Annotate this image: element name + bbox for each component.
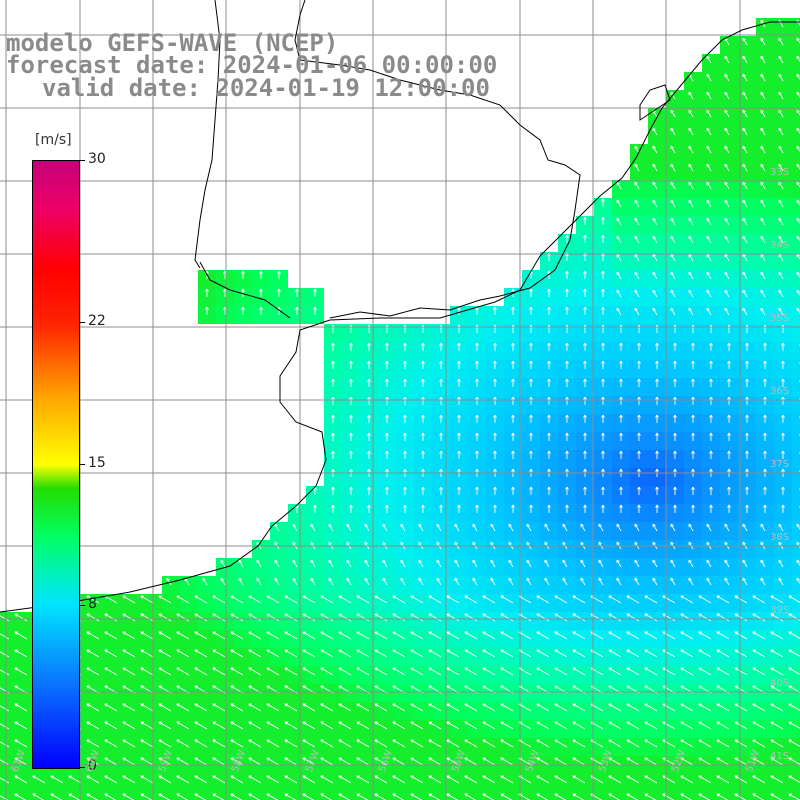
colorbar-tick-label: 15	[88, 454, 106, 471]
wind-speed-field	[0, 18, 800, 800]
coastline	[0, 0, 800, 613]
colorbar-tick-label: 30	[88, 151, 106, 167]
latitude-label: 40S	[770, 678, 790, 689]
colorbar-unit: [m/s]	[35, 132, 72, 148]
colorbar-tick	[79, 160, 85, 161]
latitude-label: 39S	[770, 605, 790, 616]
latitude-label: 37S	[770, 459, 790, 470]
model-title: modelo GEFS-WAVE (NCEP)	[6, 29, 339, 57]
colorbar	[32, 160, 80, 769]
latitude-label: 35S	[770, 313, 790, 324]
colorbar-tick	[79, 605, 85, 607]
colorbar-tick-label: 22	[88, 312, 106, 329]
forecast-date: forecast date: 2024-01-06 00:00:00	[6, 51, 498, 79]
colorbar-tick-label: 0	[88, 758, 97, 774]
colorbar-tick	[79, 321, 85, 323]
colorbar-tick-label: 8	[88, 596, 97, 613]
latitude-label: 41S	[770, 751, 790, 762]
latitude-label: 36S	[770, 386, 790, 397]
latitude-label: 34S	[770, 240, 790, 251]
latitude-label: 38S	[770, 532, 790, 543]
colorbar-tick	[79, 767, 85, 768]
latitude-label: 33S	[770, 167, 790, 178]
colorbar-tick	[79, 463, 85, 465]
valid-date: valid date: 2024-01-19 12:00:00	[42, 74, 490, 102]
